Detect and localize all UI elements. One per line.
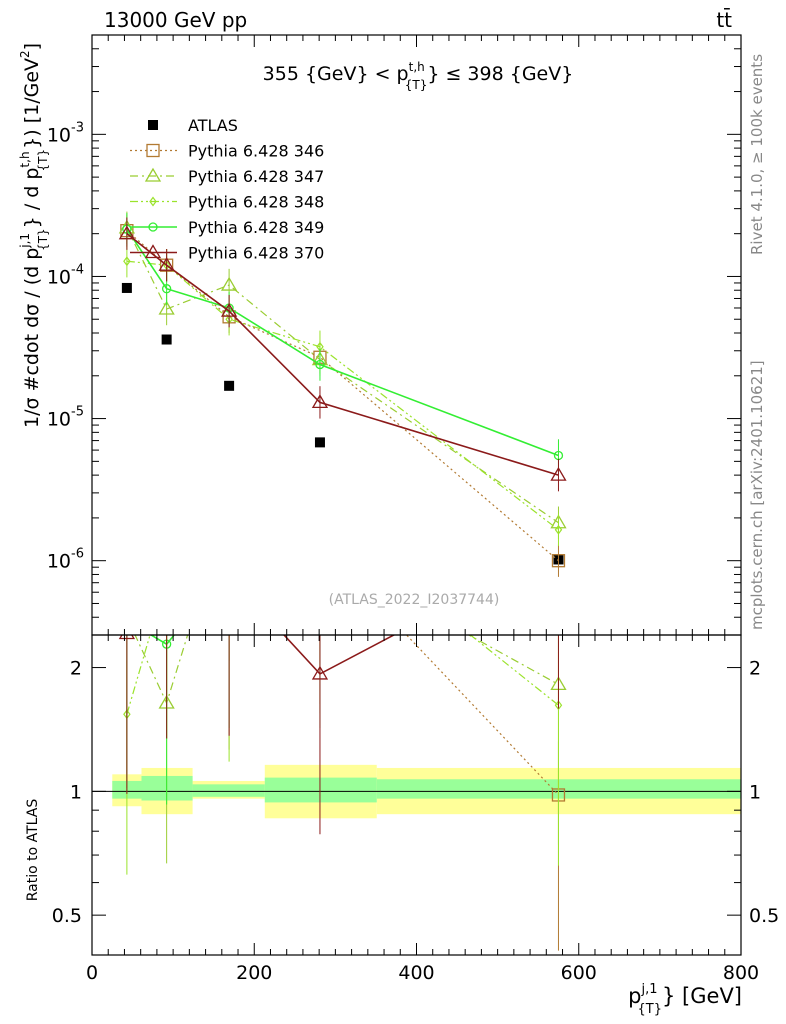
ratio-point-pythia-6-428-348 [554,700,563,711]
ratio-inner-band [264,777,377,803]
data-point-atlas [224,380,235,391]
ratio-point-pythia-6-428-347 [120,610,134,622]
ratio-line-pythia-6-428-348 [126,635,559,715]
energy-label: 13000 GeV pp [104,8,247,32]
series-line-pythia-6-428-348 [126,260,559,531]
data-point-pythia-6-428-346 [551,554,566,568]
series-line-pythia-6-428-346 [126,230,559,562]
main-y-tick-label: 10-4 [47,262,84,288]
series-line-pythia-6-428-347 [126,227,559,524]
ratio-line-pythia-6-428-346 [405,635,559,796]
ratio-line-pythia-6-428-370 [282,635,396,675]
x-tick-label: 800 [723,962,759,984]
data-point-atlas [121,282,132,293]
ratio-y-tick-label-right: 0.5 [749,905,779,927]
ratio-point-pythia-6-428-370 [222,568,236,580]
ratio-point-pythia-6-428-348 [317,511,323,519]
main-y-tick-label: 10-6 [47,547,84,573]
legend-marker-pythia-6-428-347 [144,167,162,182]
legend-label-pythia-6-428-346: Pythia 6.428 346 [188,142,324,161]
legend-marker-pythia-6-428-348 [149,196,157,207]
ratio-inner-band [192,784,265,797]
x-tick-label: 0 [86,962,98,984]
data-point-pythia-6-428-348 [554,524,563,535]
data-point-atlas [161,334,172,345]
legend-label-pythia-6-428-347: Pythia 6.428 347 [188,167,324,186]
ratio-point-pythia-6-428-370 [160,571,174,583]
ratio-point-pythia-6-428-348 [226,597,232,605]
data-point-pythia-6-428-348 [123,256,131,267]
ratio-point-pythia-6-428-370 [311,665,329,680]
ratio-point-pythia-6-428-346 [223,583,235,595]
data-point-pythia-6-428-370 [311,394,329,409]
main-y-tick-label: 10-3 [47,120,84,146]
rivet-version-label: Rivet 4.1.0, ≥ 100k events [748,54,766,255]
ratio-point-pythia-6-428-348 [164,574,170,582]
ratio-point-pythia-6-428-349 [316,564,324,572]
x-tick-label: 600 [561,962,597,984]
legend-label-atlas: ATLAS [188,116,238,135]
data-point-pythia-6-428-349 [161,284,172,294]
data-point-pythia-6-428-370 [550,466,567,481]
ratio-y-axis-label: Ratio to ATLAS [25,799,41,902]
x-tick-label: 200 [236,962,272,984]
mcplots-reference-label: mcplots.cern.ch [arXiv:2401.10621] [748,360,766,630]
legend-marker-pythia-6-428-349 [148,222,158,232]
analysis-watermark: (ATLAS_2022_I2037744) [329,592,500,608]
ratio-y-tick-label-right: 1 [749,781,761,803]
ratio-point-pythia-6-428-347 [222,493,236,505]
data-point-pythia-6-428-349 [315,359,325,370]
x-axis-label: pj,1 {T}} [GeV] [628,982,742,1017]
ratio-point-pythia-6-428-346 [161,572,173,584]
legend-label-pythia-6-428-370: Pythia 6.428 370 [188,244,324,263]
main-panel-title: 355 {GeV} < pt,h {T}} ≤ 398 {GeV} [263,60,574,92]
ratio-y-tick-label: 2 [70,658,82,680]
data-point-pythia-6-428-370 [220,302,238,317]
ratio-line-pythia-6-428-349 [149,635,176,646]
main-y-axis-label: 1/σ #cdot dσ / (d pj,1 {T}} / d pt,h {T}})… [18,43,50,428]
data-point-atlas [314,437,325,448]
legend-label-pythia-6-428-349: Pythia 6.428 349 [188,218,324,237]
legend-label-pythia-6-428-348: Pythia 6.428 348 [188,193,324,212]
process-label: tt̄ [716,7,732,32]
ratio-point-pythia-6-428-370 [118,635,136,640]
ratio-y-tick-label: 0.5 [52,905,82,927]
ratio-y-tick-label: 1 [70,781,82,803]
ratio-point-pythia-6-428-346 [314,538,326,550]
ratio-point-pythia-6-428-349 [225,564,233,572]
ratio-point-pythia-6-428-349 [123,617,131,625]
legend-marker-pythia-6-428-346 [146,143,160,158]
data-point-pythia-6-428-370 [118,225,136,240]
data-point-pythia-6-428-347 [220,276,238,291]
ratio-y-tick-label-right: 2 [749,658,761,680]
legend-marker-pythia-6-428-370 [144,244,162,259]
x-tick-label: 400 [398,962,434,984]
series-line-pythia-6-428-370 [126,233,559,476]
main-y-tick-label: 10-5 [47,405,84,431]
data-point-pythia-6-428-347 [158,300,175,315]
series-line-pythia-6-428-349 [126,228,559,457]
legend-marker-atlas [148,120,158,130]
data-point-pythia-6-428-370 [158,256,175,271]
ratio-point-pythia-6-428-347 [313,546,327,558]
ratio-point-pythia-6-428-346 [121,622,133,634]
